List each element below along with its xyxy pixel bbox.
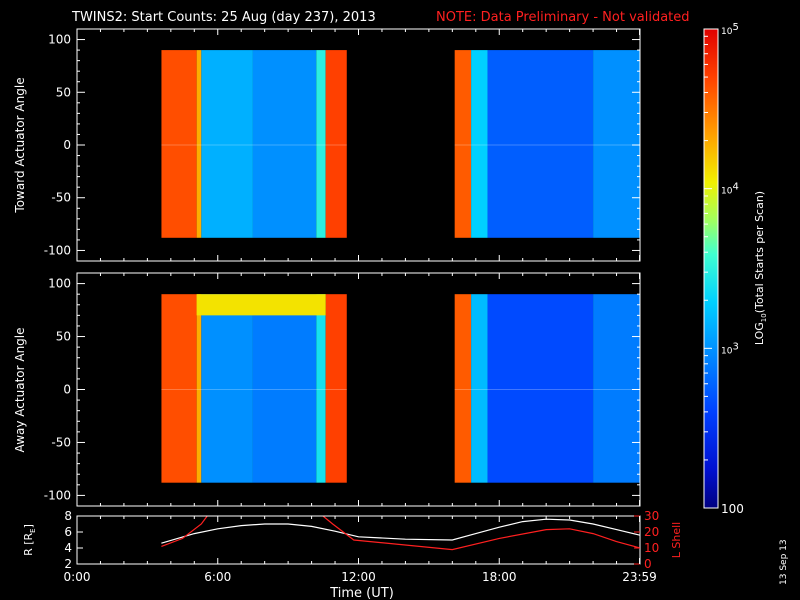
chart-title: TWINS2: Start Counts: 25 Aug (day 237), … (71, 10, 376, 25)
heatmap-cell (454, 50, 472, 238)
heatmap-cell (593, 50, 640, 238)
colorbar-tick-label: 103 (721, 341, 739, 356)
y2-tick-label: 30 (644, 509, 659, 523)
date-stamp: 13 Sep 13 (779, 539, 789, 585)
heatmap-cell (471, 50, 488, 238)
x-tick-label: 12:00 (341, 570, 376, 584)
y-tick-label: 4 (64, 541, 72, 555)
y-tick-label: 0 (63, 383, 71, 397)
away-angle-ylabel: Away Actuator Angle (13, 327, 27, 452)
heatmap-band (196, 294, 326, 316)
x-tick-label: 18:00 (482, 570, 517, 584)
x-tick-label: 23:59 (622, 570, 657, 584)
heatmap-cell (454, 294, 472, 483)
heatmap-cell (201, 294, 253, 483)
radius-line (161, 518, 640, 544)
lshell-line (161, 516, 640, 551)
y2-tick-label: 20 (644, 525, 659, 539)
toward-angle-ylabel: Toward Actuator Angle (13, 77, 27, 213)
heatmap-cell (471, 294, 488, 483)
heatmap-cell (161, 294, 197, 483)
lshell-ylabel: L Shell (670, 522, 683, 558)
data-note: NOTE: Data Preliminary - Not validated (436, 10, 690, 25)
heatmap-cell (196, 50, 202, 238)
y-tick-label: 50 (56, 85, 71, 99)
y-tick-label: 2 (64, 557, 72, 571)
heatmap-cell (487, 294, 594, 483)
time-axis-label: Time (UT) (329, 586, 394, 600)
away-angle-panel: 100 50 0 -50 -100 (44, 272, 641, 507)
x-tick-label: 0:00 (64, 570, 91, 584)
y-tick-label: 6 (64, 525, 72, 539)
y2-tick-label: 0 (644, 557, 652, 571)
colorbar-tick-label: 105 (721, 22, 739, 37)
heatmap-cell (325, 294, 347, 483)
radius-ylabel: R [RE] (22, 524, 37, 556)
heatmap-cell (252, 50, 317, 238)
heatmap-cell (593, 294, 640, 483)
toward-angle-panel: 100 50 0 -50 -100 (44, 28, 641, 262)
x-tick-label: 6:00 (204, 570, 231, 584)
colorbar-label: LOG10(Total Starts per Scan) (753, 191, 768, 345)
y-tick-label: -100 (44, 243, 71, 257)
heatmap-cell (316, 294, 326, 483)
heatmap-cell (487, 50, 594, 238)
y-tick-label: 8 (64, 509, 72, 523)
colorbar-tick-label: 104 (721, 182, 739, 197)
colorbar-gradient (703, 28, 719, 509)
heatmap-cell (201, 50, 253, 238)
colorbar-tick-label: 100 (721, 502, 744, 516)
heatmap-cell (196, 294, 202, 483)
y2-tick-label: 10 (644, 541, 659, 555)
y-tick-label: 50 (56, 330, 71, 344)
heatmap-cell (252, 294, 317, 483)
y-tick-label: -50 (51, 191, 71, 205)
y-tick-label: 100 (48, 277, 71, 291)
heatmap-cell (161, 50, 197, 238)
colorbar: 105 104 103 100 (703, 22, 744, 516)
y-tick-label: 0 (63, 138, 71, 152)
heatmap-cell (325, 50, 347, 238)
y-tick-label: -100 (44, 488, 71, 502)
y-tick-label: -50 (51, 435, 71, 449)
ephemeris-panel: 8 6 4 2 30 20 10 0 0:00 6:00 12:00 18:00 23:59 (64, 509, 660, 584)
heatmap-cell (316, 50, 326, 238)
y-tick-label: 100 (48, 33, 71, 47)
